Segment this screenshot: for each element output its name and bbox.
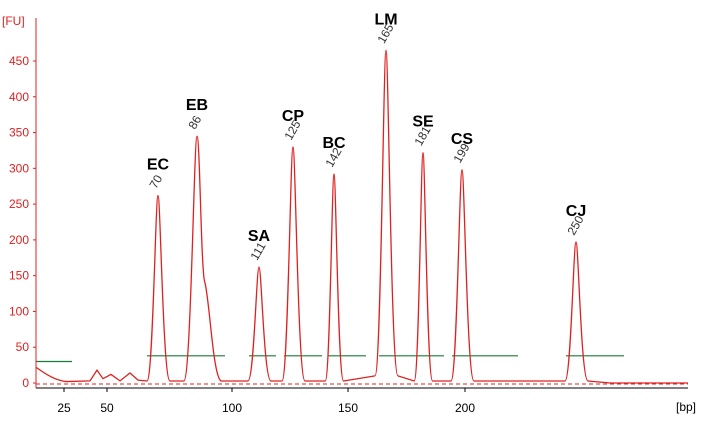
peak-name-label: CJ: [566, 203, 586, 220]
peak-size-label: 86: [185, 113, 204, 132]
y-tick-label: 300: [9, 161, 29, 175]
peak-name-label: EC: [147, 157, 170, 174]
y-tick-label: 350: [9, 126, 29, 140]
peak-name-label: CS: [451, 131, 474, 148]
peak-name-label: LM: [374, 11, 397, 28]
x-tick-label: 25: [57, 401, 71, 415]
y-tick-label: 200: [9, 233, 29, 247]
peak-name-label: BC: [322, 135, 346, 152]
baseline-segments: [36, 355, 624, 363]
x-axis-ticks: 25 50 100 150 200: [57, 388, 475, 415]
signal-trace: [35, 49, 688, 384]
y-unit-label: [FU]: [2, 14, 25, 28]
peak-name-label: CP: [282, 108, 305, 125]
peak-name-label: SE: [412, 114, 434, 131]
y-tick-label: 400: [9, 90, 29, 104]
y-tick-label: 450: [9, 54, 29, 68]
x-unit-label: [bp]: [676, 400, 696, 414]
x-tick-label: 50: [100, 401, 114, 415]
y-tick-label: 50: [16, 340, 30, 354]
y-tick-label: 150: [9, 269, 29, 283]
peak-size-label: 70: [146, 172, 165, 191]
x-tick-label: 100: [222, 401, 242, 415]
peak-labels: 70EC86EB111SA125CP142BC165LM181SE199CS25…: [146, 11, 586, 262]
x-tick-label: 150: [338, 401, 358, 415]
y-axis-ticks: 0 50 100 150 200 250 300 350 400 450: [9, 54, 36, 390]
y-tick-label: 250: [9, 197, 29, 211]
x-tick-label: 200: [455, 401, 475, 415]
peak-name-label: SA: [248, 228, 271, 245]
y-tick-label: 0: [22, 376, 29, 390]
peak-name-label: EB: [186, 97, 208, 114]
y-tick-label: 100: [9, 304, 29, 318]
